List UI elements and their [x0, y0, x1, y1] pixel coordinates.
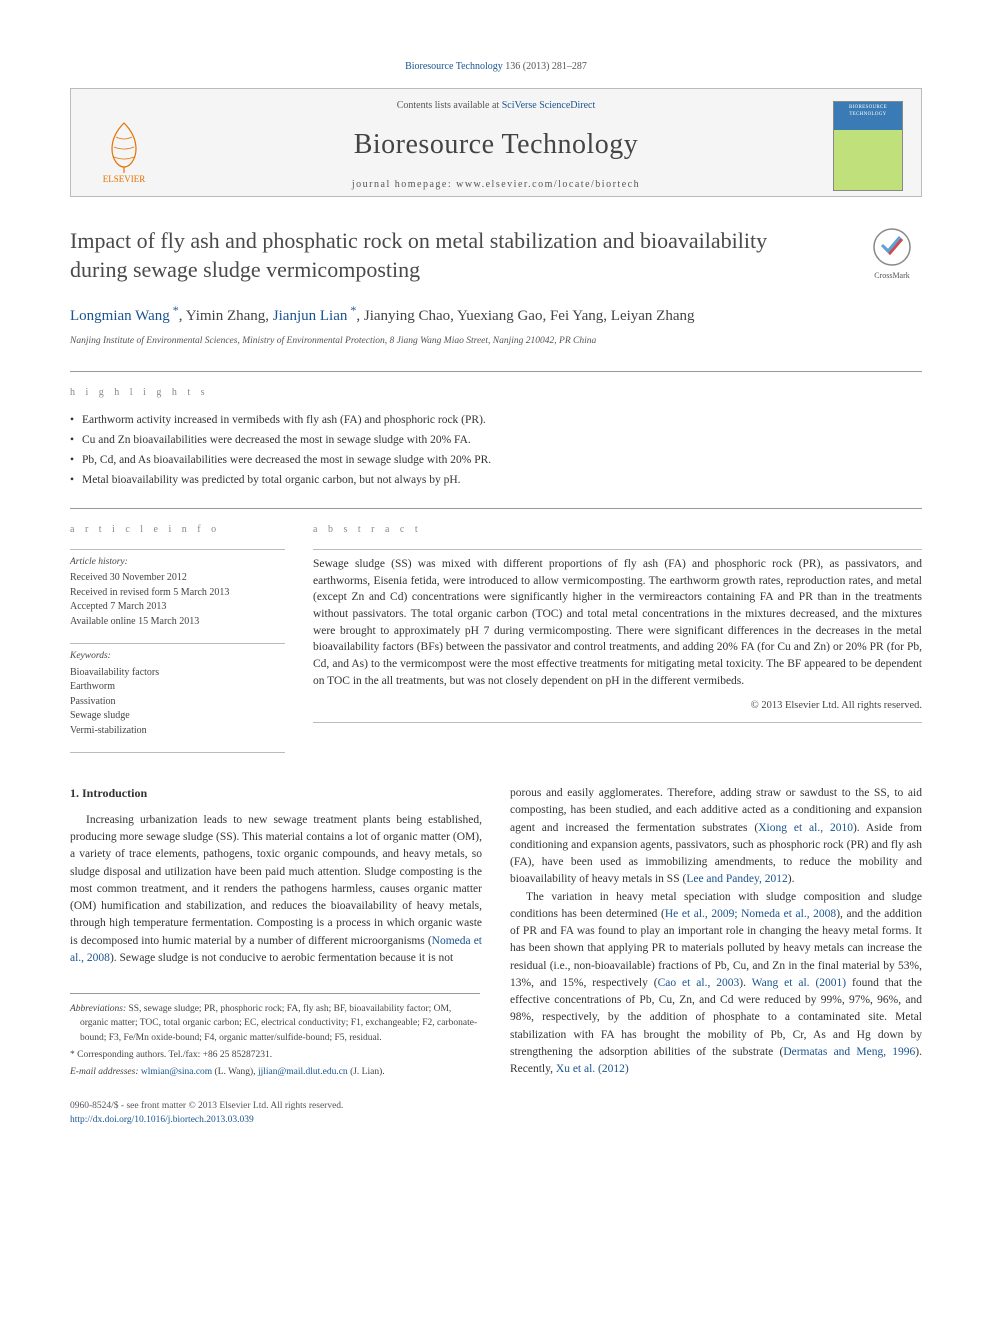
body-paragraph: The variation in heavy metal speciation …: [510, 889, 922, 1079]
citation-link[interactable]: Cao et al., 2003: [658, 977, 740, 989]
corresponding-note: * Corresponding authors. Tel./fax: +86 2…: [70, 1048, 480, 1062]
crossmark-badge[interactable]: CrossMark: [862, 227, 922, 281]
author-list: Longmian Wang *, Yimin Zhang, Jianjun Li…: [70, 302, 922, 327]
crossmark-icon: [872, 227, 912, 267]
citation-link[interactable]: He et al., 2009; Nomeda et al., 2008: [665, 908, 836, 920]
article-title: Impact of fly ash and phosphatic rock on…: [70, 227, 800, 284]
corr-asterisk: *: [170, 303, 179, 317]
abbrev-text: SS, sewage sludge; PR, phosphoric rock; …: [80, 1004, 477, 1043]
footnotes: Abbreviations: SS, sewage sludge; PR, ph…: [70, 993, 480, 1079]
abstract-label: a b s t r a c t: [313, 523, 922, 537]
email-link[interactable]: wlmian@sina.com: [141, 1067, 212, 1077]
keywords-heading: Keywords:: [70, 650, 285, 663]
citation-link[interactable]: Dermatas and Meng, 1996: [783, 1046, 915, 1058]
contents-line: Contents lists available at SciVerse Sci…: [159, 99, 833, 113]
journal-cover-thumb[interactable]: BIORESOURCE TECHNOLOGY: [833, 101, 903, 191]
keyword: Sewage sludge: [70, 709, 285, 724]
body-paragraph: Increasing urbanization leads to new sew…: [70, 812, 482, 967]
highlights-list: Earthworm activity increased in vermibed…: [70, 412, 922, 488]
history-line: Received in revised form 5 March 2013: [70, 586, 285, 601]
highlight-item: Earthworm activity increased in vermibed…: [70, 412, 922, 428]
affiliation: Nanjing Institute of Environmental Scien…: [70, 335, 922, 348]
doi-link[interactable]: http://dx.doi.org/10.1016/j.biortech.201…: [70, 1115, 254, 1125]
divider: [313, 722, 922, 723]
citation-link[interactable]: Lee and Pandey, 2012: [686, 873, 787, 885]
sciverse-link[interactable]: SciVerse ScienceDirect: [502, 100, 596, 111]
email-link[interactable]: jjlian@mail.dlut.edu.cn: [258, 1067, 348, 1077]
highlights-label: h i g h l i g h t s: [70, 386, 922, 400]
keywords-list: Bioavailability factors Earthworm Passiv…: [70, 666, 285, 739]
keyword: Passivation: [70, 695, 285, 710]
history-heading: Article history:: [70, 556, 285, 569]
journal-name-link[interactable]: Bioresource Technology: [405, 61, 503, 72]
citation-link[interactable]: Nomeda et al., 2008: [70, 935, 482, 964]
divider: [70, 643, 285, 644]
journal-citation: 136 (2013) 281–287: [503, 61, 587, 72]
page-footer: 0960-8524/$ - see front matter © 2013 El…: [70, 1100, 922, 1127]
highlight-item: Cu and Zn bioavailabilities were decreas…: [70, 432, 922, 448]
keyword: Vermi-stabilization: [70, 724, 285, 739]
journal-reference: Bioresource Technology 136 (2013) 281–28…: [70, 60, 922, 74]
keyword: Bioavailability factors: [70, 666, 285, 681]
journal-homepage[interactable]: journal homepage: www.elsevier.com/locat…: [159, 178, 833, 192]
divider: [313, 549, 922, 550]
author-link[interactable]: Jianjun Lian: [273, 308, 348, 324]
citation-link[interactable]: Xu et al. (2012): [556, 1063, 629, 1075]
corr-asterisk: *: [347, 303, 356, 317]
article-info-label: a r t i c l e i n f o: [70, 523, 285, 537]
article-history: Received 30 November 2012 Received in re…: [70, 571, 285, 629]
journal-header: ELSEVIER Contents lists available at Sci…: [70, 88, 922, 197]
divider: [70, 371, 922, 372]
divider: [70, 752, 285, 753]
copyright-line: © 2013 Elsevier Ltd. All rights reserved…: [313, 699, 922, 714]
elsevier-logo[interactable]: ELSEVIER: [89, 106, 159, 186]
email-label: E-mail addresses:: [70, 1067, 141, 1077]
body-paragraph: porous and easily agglomerates. Therefor…: [510, 785, 922, 889]
citation-link[interactable]: Xiong et al., 2010: [758, 822, 853, 834]
abstract-text: Sewage sludge (SS) was mixed with differ…: [313, 556, 922, 689]
history-line: Available online 15 March 2013: [70, 615, 285, 630]
elsevier-label: ELSEVIER: [103, 173, 146, 186]
divider: [70, 549, 285, 550]
highlight-item: Metal bioavailability was predicted by t…: [70, 472, 922, 488]
highlight-item: Pb, Cd, and As bioavailabilities were de…: [70, 452, 922, 468]
abbrev-label: Abbreviations:: [70, 1004, 126, 1014]
journal-title: Bioresource Technology: [159, 125, 833, 164]
history-line: Accepted 7 March 2013: [70, 600, 285, 615]
issn-line: 0960-8524/$ - see front matter © 2013 El…: [70, 1100, 343, 1113]
intro-heading: 1. Introduction: [70, 785, 482, 802]
keyword: Earthworm: [70, 680, 285, 695]
history-line: Received 30 November 2012: [70, 571, 285, 586]
tree-icon: [96, 117, 152, 173]
divider: [70, 508, 922, 509]
citation-link[interactable]: Wang et al. (2001): [752, 977, 846, 989]
author-link[interactable]: Longmian Wang: [70, 308, 170, 324]
